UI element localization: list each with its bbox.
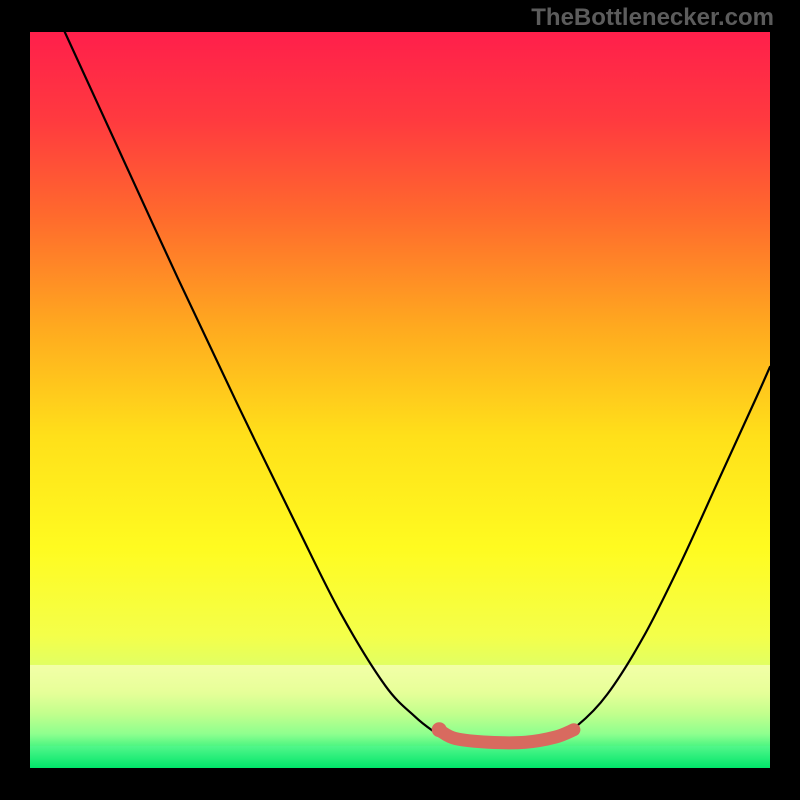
plot-canvas: [30, 32, 770, 768]
chart-frame: TheBottlenecker.com: [0, 0, 800, 800]
plot-area: [30, 32, 770, 768]
gradient-background: [30, 32, 770, 768]
highlight-band: [30, 665, 770, 746]
optimal-start-dot: [432, 722, 447, 737]
watermark-text: TheBottlenecker.com: [531, 4, 774, 32]
